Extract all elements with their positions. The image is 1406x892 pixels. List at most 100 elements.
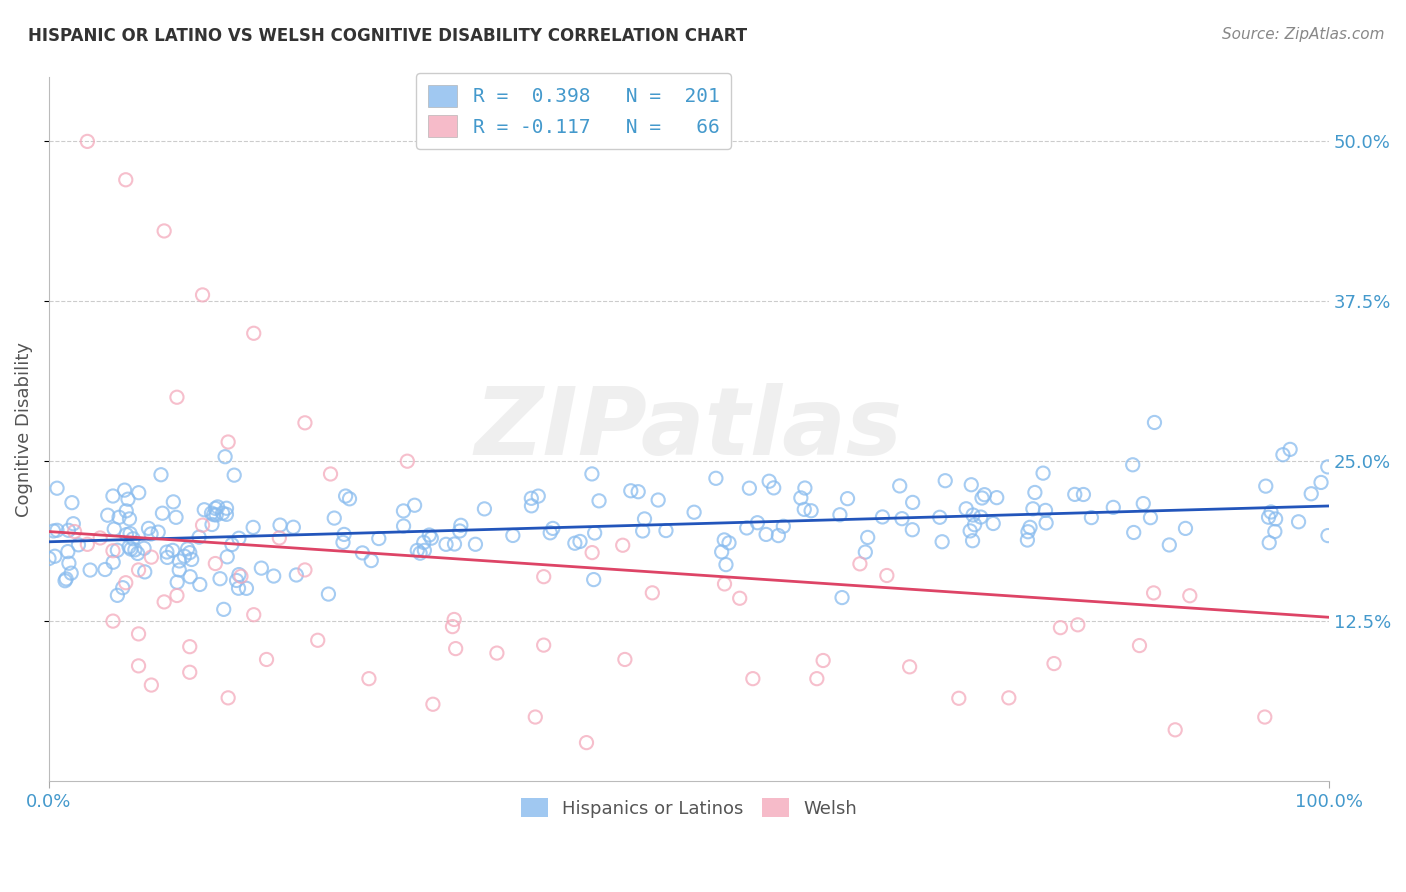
Point	[114, 483, 136, 497]
Point	[173, 549, 195, 564]
Point	[235, 582, 257, 596]
Point	[449, 524, 471, 538]
Point	[115, 527, 138, 541]
Point	[122, 532, 145, 546]
Point	[1102, 500, 1125, 515]
Point	[89, 531, 111, 545]
Point	[790, 491, 813, 505]
Point	[998, 690, 1021, 705]
Point	[620, 483, 643, 498]
Point	[111, 581, 134, 595]
Point	[581, 546, 603, 560]
Point	[713, 577, 735, 591]
Point	[418, 528, 440, 542]
Point	[1017, 524, 1039, 539]
Point	[849, 557, 872, 571]
Point	[541, 521, 564, 535]
Point	[464, 537, 486, 551]
Point	[392, 519, 415, 533]
Point	[981, 516, 1004, 531]
Text: ZIPatlas: ZIPatlas	[475, 384, 903, 475]
Point	[1258, 535, 1281, 549]
Legend: Hispanics or Latinos, Welsh: Hispanics or Latinos, Welsh	[513, 791, 865, 825]
Point	[217, 690, 239, 705]
Point	[710, 545, 733, 559]
Point	[1316, 528, 1339, 542]
Point	[263, 569, 285, 583]
Point	[1178, 589, 1201, 603]
Point	[212, 602, 235, 616]
Point	[474, 501, 496, 516]
Point	[209, 572, 232, 586]
Point	[229, 569, 252, 583]
Point	[179, 546, 201, 560]
Point	[1264, 524, 1286, 539]
Point	[613, 652, 636, 666]
Point	[118, 540, 141, 554]
Point	[683, 505, 706, 519]
Point	[1022, 501, 1045, 516]
Point	[76, 537, 98, 551]
Point	[569, 534, 592, 549]
Point	[191, 288, 214, 302]
Point	[872, 510, 894, 524]
Point	[714, 558, 737, 572]
Point	[128, 563, 150, 577]
Point	[970, 491, 993, 505]
Point	[1260, 505, 1282, 519]
Point	[67, 538, 90, 552]
Point	[793, 481, 815, 495]
Point	[1073, 487, 1095, 501]
Point	[127, 546, 149, 560]
Point	[132, 541, 155, 556]
Point	[582, 573, 605, 587]
Point	[120, 542, 142, 557]
Point	[1067, 617, 1090, 632]
Point	[166, 390, 188, 404]
Point	[502, 528, 524, 542]
Point	[44, 549, 66, 564]
Point	[162, 543, 184, 558]
Point	[335, 489, 357, 503]
Point	[114, 575, 136, 590]
Point	[800, 504, 823, 518]
Point	[207, 500, 229, 514]
Point	[444, 641, 467, 656]
Point	[188, 577, 211, 591]
Point	[762, 481, 785, 495]
Point	[153, 224, 176, 238]
Point	[269, 518, 291, 533]
Point	[103, 555, 125, 569]
Point	[392, 504, 415, 518]
Point	[1271, 448, 1294, 462]
Point	[928, 510, 950, 524]
Point	[1142, 586, 1164, 600]
Point	[294, 416, 316, 430]
Point	[963, 517, 986, 532]
Point	[162, 495, 184, 509]
Point	[1019, 520, 1042, 534]
Point	[101, 489, 124, 503]
Point	[533, 638, 555, 652]
Point	[118, 512, 141, 526]
Point	[1310, 475, 1333, 490]
Point	[1063, 487, 1085, 501]
Point	[1128, 639, 1150, 653]
Point	[1132, 497, 1154, 511]
Point	[412, 535, 434, 549]
Point	[717, 536, 740, 550]
Point	[1035, 503, 1057, 517]
Point	[108, 510, 131, 524]
Point	[1254, 710, 1277, 724]
Point	[735, 521, 758, 535]
Text: Source: ZipAtlas.com: Source: ZipAtlas.com	[1222, 27, 1385, 42]
Point	[612, 538, 634, 552]
Point	[58, 556, 80, 570]
Point	[409, 546, 432, 560]
Point	[713, 533, 735, 547]
Point	[758, 474, 780, 488]
Point	[205, 508, 228, 522]
Point	[134, 565, 156, 579]
Point	[973, 488, 995, 502]
Point	[641, 586, 664, 600]
